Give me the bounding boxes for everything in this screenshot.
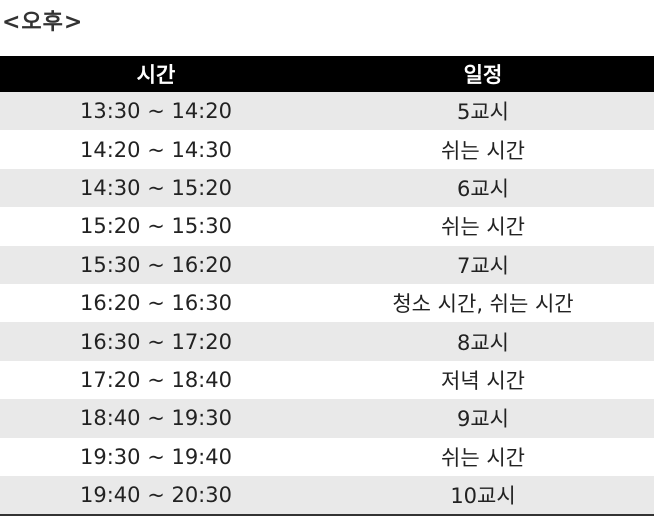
plan-cell: 청소 시간, 쉬는 시간 [392,292,574,317]
plan-cell: 6교시 [456,176,509,201]
header-time: 시간 [136,63,176,87]
plan-cell: 쉬는 시간 [441,138,525,163]
time-cell: 16:20 ~ 16:30 [80,291,232,316]
plan-cell: 7교시 [456,253,509,278]
plan-cell: 저녁 시간 [441,368,525,393]
time-cell: 13:30 ~ 14:20 [80,99,232,124]
time-cell: 15:30 ~ 16:20 [80,252,232,277]
plan-cell: 쉬는 시간 [441,445,525,470]
table-row: 17:20 ~ 18:40 저녁 시간 [0,360,654,400]
table-row: 13:30 ~ 14:20 5교시 [0,92,654,131]
time-cell: 19:40 ~ 20:30 [0,475,312,517]
table-row: 16:20 ~ 16:30 청소 시간, 쉬는 시간 [0,283,654,323]
plan-cell: 5교시 [456,100,509,125]
table-row: 19:30 ~ 19:40 쉬는 시간 [0,437,654,476]
table-row: 15:20 ~ 15:30 쉬는 시간 [0,207,654,246]
table-row: 19:40 ~ 20:30 10교시 [0,475,654,517]
table-row: 18:40 ~ 19:30 9교시 [0,399,654,438]
time-cell: 14:20 ~ 14:30 [80,137,232,162]
table-row: 14:30 ~ 15:20 6교시 [0,168,654,208]
plan-cell: 9교시 [456,407,509,432]
time-cell: 16:30 ~ 17:20 [80,329,232,354]
plan-cell: 10교시 [312,475,654,517]
time-cell: 18:40 ~ 19:30 [80,406,232,431]
plan-cell: 쉬는 시간 [441,215,525,240]
header-plan: 일정 [463,63,503,87]
table-header-row: 시간 일정 [0,56,654,92]
time-cell: 14:30 ~ 15:20 [80,175,232,200]
time-cell: 17:20 ~ 18:40 [80,367,232,392]
time-cell: 19:30 ~ 19:40 [80,444,232,469]
table-row: 15:30 ~ 16:20 7교시 [0,245,654,284]
table-row: 14:20 ~ 14:30 쉬는 시간 [0,130,654,169]
table-row: 16:30 ~ 17:20 8교시 [0,322,654,361]
schedule-table: 시간 일정 13:30 ~ 14:20 5교시 14:20 ~ 14:30 쉬는… [0,56,654,517]
plan-cell: 8교시 [456,330,509,355]
time-cell: 15:20 ~ 15:30 [80,214,232,239]
section-heading: <오후> [2,10,84,35]
